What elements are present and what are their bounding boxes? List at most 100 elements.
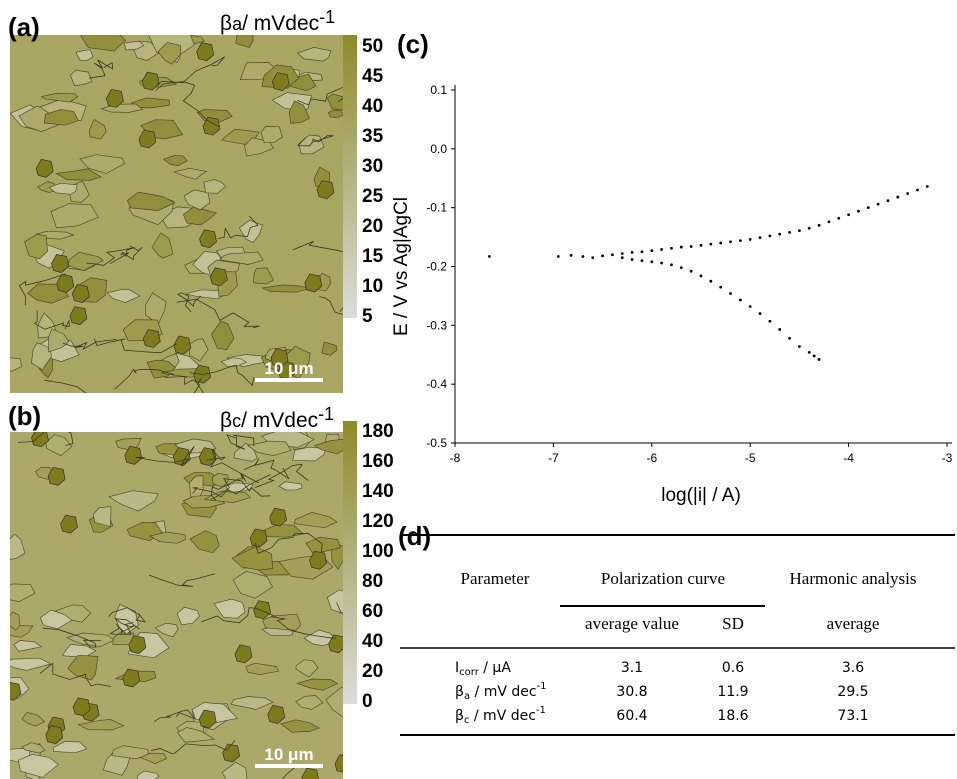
data-point (758, 312, 762, 315)
colorbar-tick-label: 25 (362, 186, 384, 207)
data-point (788, 336, 791, 340)
scale-bar-label: 10 μm (264, 745, 313, 764)
map-peak (173, 335, 192, 355)
contour-line (62, 339, 117, 351)
map-b (10, 432, 343, 779)
label-main: β (455, 684, 464, 700)
map-patch (55, 168, 102, 181)
data-point (679, 266, 683, 270)
colorbar-tick-label: 80 (362, 571, 383, 592)
table-cell: 11.9 (717, 684, 748, 700)
map-peak (31, 432, 49, 448)
map-patch (176, 727, 216, 743)
data-point (827, 220, 831, 224)
data-point (807, 226, 811, 230)
label-unit: / mV dec (470, 684, 536, 700)
x-axis-label: log(|i| / A) (661, 485, 741, 506)
data-point (640, 259, 644, 263)
contour-line (297, 87, 343, 106)
map-patch (13, 640, 42, 652)
map-patch (295, 695, 324, 710)
data-point (719, 241, 723, 245)
data-point (906, 192, 910, 195)
label-sub: a (232, 14, 243, 34)
data-point (670, 246, 673, 250)
map-patch (52, 741, 88, 754)
label-unit: / mVdec (242, 12, 319, 35)
data-point (630, 250, 634, 254)
map-peak (141, 71, 160, 91)
map-peak (56, 273, 75, 293)
map-patch (213, 598, 246, 619)
table-cell: 73.1 (837, 708, 868, 724)
data-point (660, 261, 664, 265)
map-peak (71, 284, 90, 303)
map-peak (60, 514, 78, 534)
data-point (709, 279, 713, 283)
data-point (768, 319, 772, 323)
map-patch (21, 712, 46, 727)
data-point (876, 202, 880, 206)
contour-line (297, 135, 334, 147)
map-patch (154, 622, 179, 638)
map-peak (128, 635, 147, 655)
map-patch (176, 606, 200, 626)
data-point (591, 256, 595, 260)
map-patch (296, 678, 339, 691)
data-point (601, 254, 604, 258)
table-cell: 60.4 (616, 708, 647, 724)
data-point (630, 258, 634, 261)
data-point (581, 255, 585, 258)
map-peak (249, 528, 268, 548)
table-header: Harmonic analysis (790, 569, 917, 588)
data-point (817, 358, 821, 361)
contour-line (270, 616, 336, 639)
data-point (679, 245, 683, 249)
contour-line (176, 298, 260, 329)
map-peak (72, 697, 91, 717)
data-point (709, 242, 713, 246)
x-tick-label: -7 (548, 451, 559, 465)
label-main: I (455, 660, 459, 676)
label-sup: -1 (318, 404, 334, 424)
map-peak (198, 447, 217, 466)
data-point (729, 292, 732, 295)
map-patch (79, 154, 125, 174)
contour-line (164, 376, 204, 393)
data-point (857, 209, 860, 213)
map-peak (269, 507, 288, 527)
colorbar-tick-label: 0 (362, 691, 373, 712)
colorbar-tick-label: 40 (362, 631, 383, 652)
label-main: β (455, 708, 464, 724)
table-cell: 3.6 (842, 660, 864, 676)
contour-line (108, 607, 146, 623)
map-patch (321, 341, 338, 356)
data-point (719, 285, 723, 289)
contour-line (88, 59, 114, 79)
map-peak (199, 229, 217, 249)
y-tick-label: -0.4 (426, 377, 447, 391)
label-sup: -1 (536, 705, 546, 716)
map-patch (327, 109, 343, 119)
map-patch (253, 267, 274, 285)
contour-line (201, 607, 277, 624)
map-patch (220, 357, 248, 368)
colorbar-tick-label: 20 (362, 661, 383, 682)
map-patch (10, 533, 26, 561)
map-peak (267, 705, 286, 724)
label-unit: / μA (479, 660, 512, 676)
map-patch (325, 686, 343, 718)
map-peak (35, 158, 54, 178)
panel-label: (a) (8, 12, 40, 42)
data-point (847, 213, 850, 217)
map-patch (112, 632, 135, 646)
data-point (650, 249, 654, 253)
map-peak (51, 254, 69, 273)
colorbar-tick-label: 20 (362, 216, 383, 237)
contour-line (217, 215, 259, 239)
map-peak (234, 644, 253, 664)
contour-line (113, 618, 140, 634)
map-patch (172, 167, 208, 180)
map-patch (230, 696, 274, 710)
contour-line (114, 368, 175, 390)
